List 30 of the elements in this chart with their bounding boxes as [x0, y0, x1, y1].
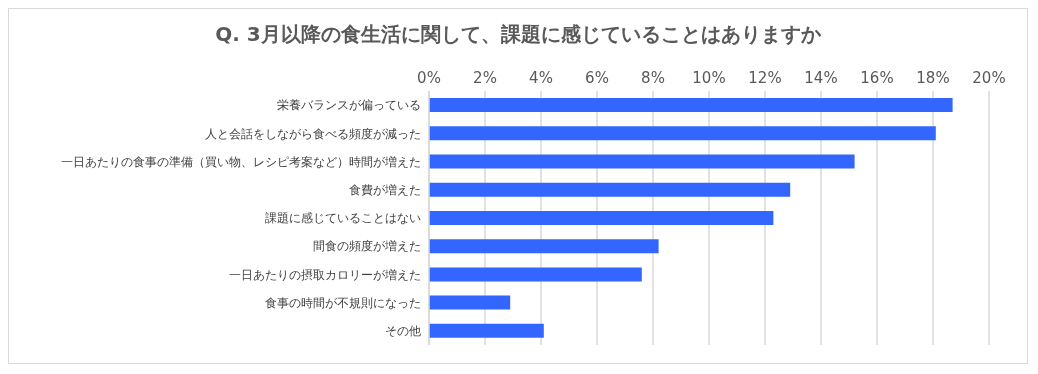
x-tick-label: 10%: [692, 69, 726, 87]
bar: [429, 154, 855, 169]
bar: [429, 295, 511, 310]
bar: [429, 98, 953, 113]
y-tick-label: 間食の頻度が増えた: [313, 239, 421, 254]
bar: [429, 210, 774, 225]
x-tick-label: 0%: [417, 69, 441, 87]
bar: [429, 182, 791, 197]
y-tick-label: 食費が増えた: [349, 183, 421, 198]
y-tick-label: 人と会話をしながら食べる頻度が減った: [205, 126, 421, 141]
x-tick-label: 12%: [748, 69, 782, 87]
x-tick-label: 14%: [804, 69, 838, 87]
chart-title: Q. 3月以降の食生活に関して、課題に感じていることはありますか: [214, 21, 822, 48]
y-tick-label: 一日あたりの食事の準備（買い物、レシピ考案など）時間が増えた: [61, 154, 421, 169]
y-tick-label: その他: [385, 324, 421, 339]
bar: [429, 239, 659, 254]
y-tick-label: 課題に感じていることはない: [265, 211, 421, 226]
x-tick-label: 4%: [529, 69, 553, 87]
x-tick-label: 20%: [972, 69, 1006, 87]
bar: [429, 267, 642, 282]
y-tick-label: 一日あたりの摂取カロリーが増えた: [229, 267, 421, 282]
x-tick-label: 18%: [916, 69, 950, 87]
x-tick-label: 16%: [860, 69, 894, 87]
y-tick-label: 食事の時間が不規則になった: [265, 295, 421, 310]
x-tick-label: 8%: [641, 69, 665, 87]
y-tick-label: 栄養バランスが偏っている: [277, 98, 421, 113]
x-tick-label: 2%: [473, 69, 497, 87]
bar: [429, 126, 936, 141]
bar: [429, 323, 544, 338]
x-tick-label: 6%: [585, 69, 609, 87]
